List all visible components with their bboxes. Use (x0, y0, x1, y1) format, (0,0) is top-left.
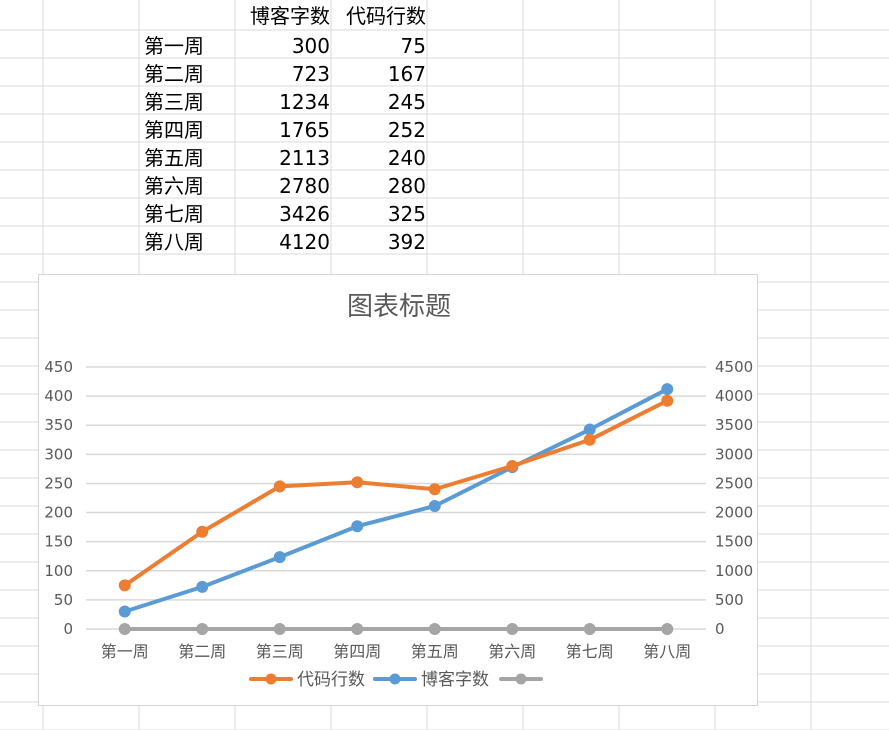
chart-canvas: 图表标题050100150200250300350400450050010001… (44, 292, 753, 690)
row-label-cell[interactable]: 第八周 (144, 230, 204, 254)
y-left-tick-label: 200 (44, 504, 73, 522)
y-right-tick-label: 4500 (715, 358, 753, 376)
blog-words-cell[interactable]: 2780 (279, 174, 330, 198)
chart-title[interactable]: 图表标题 (347, 292, 451, 322)
x-tick-label: 第一周 (101, 642, 149, 661)
row-label-cell[interactable]: 第三周 (144, 90, 204, 114)
series-point-1[interactable] (196, 580, 209, 593)
y-right-tick-label: 2500 (715, 474, 753, 492)
y-left-tick-label: 250 (44, 474, 73, 492)
row-label-cell[interactable]: 第二周 (144, 62, 204, 86)
series-point-1[interactable] (583, 423, 596, 436)
y-right-tick-label: 1000 (715, 562, 753, 580)
y-right-tick-label: 3500 (715, 416, 753, 434)
series-point-2[interactable] (506, 623, 519, 635)
series-point-0[interactable] (118, 579, 131, 592)
series-point-2[interactable] (351, 623, 364, 635)
code-lines-cell[interactable]: 245 (387, 90, 426, 114)
series-point-0[interactable] (273, 480, 286, 493)
y-left-tick-label: 0 (63, 620, 73, 638)
code-lines-cell[interactable]: 280 (387, 174, 426, 198)
code-lines-cell[interactable]: 75 (400, 34, 426, 58)
series-point-0[interactable] (351, 476, 364, 489)
series-point-1[interactable] (273, 551, 286, 564)
series-line-1[interactable] (122, 387, 670, 614)
blog-words-cell[interactable]: 300 (291, 34, 330, 58)
series-point-2[interactable] (273, 623, 286, 635)
y-right-tick-label: 1500 (715, 533, 753, 551)
legend-marker-1 (389, 673, 401, 685)
row-label-cell[interactable]: 第四周 (144, 118, 204, 142)
code-lines-cell[interactable]: 392 (387, 230, 426, 254)
column-header-blog-words[interactable]: 博客字数 (250, 4, 330, 28)
code-lines-cell[interactable]: 240 (387, 146, 426, 170)
legend-label-1: 博客字数 (421, 670, 489, 690)
series-point-2[interactable] (118, 623, 131, 635)
series-point-0[interactable] (661, 394, 674, 407)
x-tick-label: 第八周 (643, 642, 691, 661)
code-lines-cell[interactable]: 252 (387, 118, 426, 142)
y-left-tick-label: 150 (44, 533, 73, 551)
series-point-2[interactable] (196, 623, 209, 635)
line-chart[interactable]: 图表标题 0 50 100 150 200 250 300 350 400 450 0 500 1000 1… (38, 274, 758, 706)
y-left-tick-label: 300 (44, 445, 73, 463)
blog-words-cell[interactable]: 723 (291, 62, 330, 86)
row-label-cell[interactable]: 第七周 (144, 202, 204, 226)
series-point-0[interactable] (506, 459, 519, 472)
series-point-0[interactable] (583, 433, 596, 446)
y-left-tick-label: 350 (44, 416, 73, 434)
series-point-1[interactable] (351, 520, 364, 533)
x-tick-label: 第五周 (411, 642, 459, 661)
series-point-1[interactable] (428, 499, 441, 512)
y-right-tick-label: 500 (715, 591, 744, 609)
row-label-cell[interactable]: 第一周 (144, 34, 204, 58)
x-tick-label: 第二周 (178, 642, 226, 661)
y-left-tick-label: 50 (54, 591, 73, 609)
series-point-2[interactable] (583, 623, 596, 635)
blog-words-cell[interactable]: 4120 (279, 230, 330, 254)
x-tick-label: 第四周 (333, 642, 381, 661)
code-lines-cell[interactable]: 325 (387, 202, 426, 226)
series-point-2[interactable] (661, 623, 674, 635)
column-header-code-lines[interactable]: 代码行数 (346, 4, 426, 28)
series-point-2[interactable] (428, 623, 441, 635)
blog-words-cell[interactable]: 1234 (279, 90, 330, 114)
row-label-cell[interactable]: 第六周 (144, 174, 204, 198)
y-right-tick-label: 2000 (715, 504, 753, 522)
legend-marker-0 (265, 673, 277, 685)
y-left-tick-label: 450 (44, 358, 73, 376)
legend-label-0: 代码行数 (297, 670, 365, 690)
blog-words-cell[interactable]: 2113 (279, 146, 330, 170)
y-left-tick-label: 100 (44, 562, 73, 580)
series-line-0[interactable] (122, 398, 670, 588)
x-tick-label: 第三周 (256, 642, 304, 661)
y-right-tick-label: 4000 (715, 387, 753, 405)
blog-words-cell[interactable]: 3426 (279, 202, 330, 226)
y-left-tick-label: 400 (44, 387, 73, 405)
series-point-1[interactable] (661, 383, 674, 396)
series-point-0[interactable] (196, 525, 209, 538)
x-tick-label: 第七周 (566, 642, 614, 661)
blog-words-cell[interactable]: 1765 (279, 118, 330, 142)
x-tick-label: 第六周 (488, 642, 536, 661)
y-right-tick-label: 0 (715, 620, 725, 638)
series-point-1[interactable] (118, 605, 131, 618)
code-lines-cell[interactable]: 167 (387, 62, 426, 86)
y-right-tick-label: 3000 (715, 445, 753, 463)
series-point-0[interactable] (428, 483, 441, 496)
row-label-cell[interactable]: 第五周 (144, 146, 204, 170)
legend-marker-2 (515, 673, 527, 685)
